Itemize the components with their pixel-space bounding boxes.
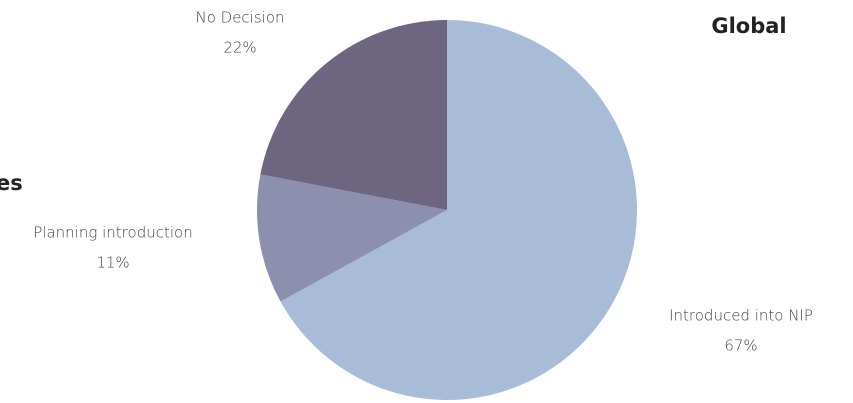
chart-title: Global: [711, 14, 786, 38]
slice-label: Planning introduction: [33, 224, 192, 242]
pie-slice: [260, 20, 447, 210]
slice-label: No Decision: [195, 9, 284, 27]
pie-slice: [257, 174, 447, 302]
slice-value-label: 22%: [223, 39, 256, 57]
slice-value-label: 11%: [96, 254, 129, 272]
clipped-label: es: [0, 171, 23, 195]
slice-label: Introduced into NIP: [669, 307, 813, 325]
slice-value-label: 67%: [724, 337, 757, 355]
pie-slice: [280, 20, 637, 400]
